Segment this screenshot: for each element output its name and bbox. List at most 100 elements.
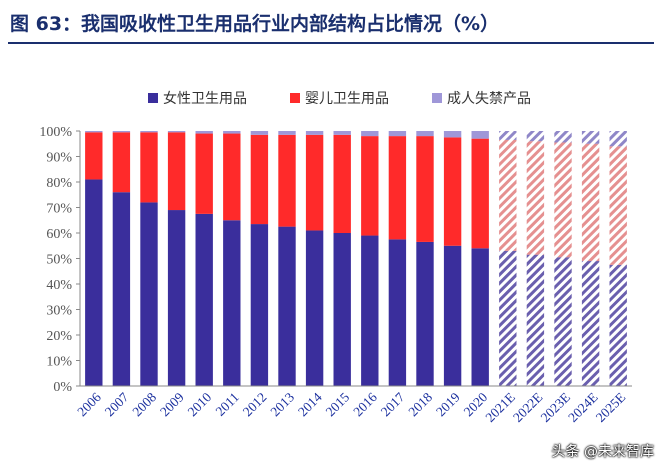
bar-baby-2024E (581, 143, 600, 262)
bar-feminine-2023E (554, 257, 572, 386)
y-tick-label: 40% (46, 278, 72, 293)
x-tick-label: 2017 (378, 389, 408, 419)
bar-baby-2014 (305, 134, 324, 231)
bar-baby-2018 (416, 136, 434, 242)
y-tick-label: 90% (46, 151, 72, 166)
bar-baby-2009 (167, 132, 186, 211)
bar-baby-2017 (388, 136, 407, 240)
x-tick-label: 2023E (538, 390, 574, 426)
bar-adult-2010 (195, 131, 213, 134)
bar-feminine-2022E (526, 254, 545, 386)
bar-feminine-2007 (112, 192, 131, 386)
bar-baby-2008 (140, 132, 158, 203)
x-tick-label: 2011 (213, 390, 242, 419)
legend-item-baby: 婴儿卫生用品 (290, 91, 389, 107)
y-tick-label: 20% (46, 329, 72, 344)
title-bar: 图 63：我国吸收性卫生用品行业内部结构占比情况（%） (0, 0, 662, 44)
bar-baby-2006 (85, 132, 103, 180)
y-tick-label: 0% (53, 380, 72, 395)
x-tick-label: 2018 (405, 389, 435, 419)
y-tick-label: 100% (39, 125, 72, 140)
y-axis: 0% 10% 20% 30% 40% 50% 60% 70% 80% 90% 100% (39, 125, 81, 395)
bar-baby-2007 (112, 132, 131, 193)
legend-label-adult: 成人失禁产品 (447, 91, 531, 107)
bar-baby-2025E (609, 146, 627, 265)
bar-feminine-2008 (140, 202, 158, 386)
bar-adult-2017 (388, 131, 407, 137)
bar-adult-2009 (167, 131, 186, 133)
bar-adult-2014 (305, 131, 324, 135)
x-tick-label: 2007 (102, 389, 132, 419)
y-tick-label: 30% (46, 304, 72, 319)
x-tick-label: 2025E (593, 390, 629, 426)
bars (85, 131, 627, 386)
bar-feminine-2014 (305, 230, 324, 386)
legend-item-feminine: 女性卫生用品 (148, 90, 247, 107)
legend-label-feminine: 女性卫生用品 (163, 90, 247, 107)
x-tick-label: 2006 (74, 389, 104, 419)
bar-baby-2021E (499, 139, 517, 251)
bar-baby-2010 (195, 133, 213, 214)
bar-adult-2019 (443, 131, 462, 138)
bar-feminine-2018 (416, 241, 434, 386)
bar-adult-2018 (416, 131, 434, 137)
bar-baby-2012 (250, 134, 269, 225)
bar-feminine-2010 (195, 213, 213, 386)
bar-feminine-2024E (581, 261, 600, 386)
legend-swatch-adult (432, 93, 442, 103)
bar-baby-2023E (554, 142, 572, 258)
x-tick-label: 2022E (510, 390, 546, 426)
x-tick-label: 2014 (295, 389, 325, 419)
bar-baby-2022E (526, 141, 545, 255)
x-axis: 2006200720082009201020112012201320142015… (74, 385, 632, 426)
y-tick-label: 60% (46, 227, 72, 242)
bar-adult-2024E (581, 131, 600, 144)
bar-feminine-2006 (85, 179, 103, 386)
bar-feminine-2017 (388, 239, 407, 386)
x-tick-label: 2016 (350, 389, 380, 419)
y-tick-label: 50% (46, 253, 72, 268)
bar-baby-2016 (361, 136, 379, 236)
y-tick-label: 10% (46, 355, 72, 370)
bar-adult-2013 (278, 131, 296, 135)
bar-feminine-2020 (471, 248, 489, 386)
bar-feminine-2021E (499, 250, 517, 386)
bar-adult-2007 (112, 131, 131, 133)
bar-feminine-2009 (167, 210, 186, 386)
legend-swatch-baby (290, 93, 300, 103)
x-tick-label: 2021E (482, 390, 518, 426)
bar-baby-2013 (278, 134, 296, 227)
bar-feminine-2025E (609, 264, 627, 386)
bar-adult-2008 (140, 131, 158, 133)
legend-item-adult: 成人失禁产品 (432, 91, 531, 107)
legend-label-baby: 婴儿卫生用品 (305, 91, 389, 107)
bar-feminine-2016 (361, 235, 379, 386)
bar-feminine-2015 (333, 233, 351, 386)
page-title: 图 63：我国吸收性卫生用品行业内部结构占比情况（%） (10, 13, 500, 35)
bar-adult-2025E (609, 131, 627, 147)
legend-swatch-feminine (148, 93, 158, 103)
bar-adult-2023E (554, 131, 572, 143)
bar-adult-2016 (361, 131, 379, 137)
x-tick-label: 2012 (240, 390, 270, 420)
legend: 女性卫生用品 婴儿卫生用品 成人失禁产品 (148, 90, 531, 107)
x-tick-label: 2013 (267, 389, 297, 419)
bar-adult-2015 (333, 131, 351, 135)
bar-feminine-2013 (278, 226, 296, 386)
bar-baby-2019 (443, 137, 462, 246)
x-tick-label: 2008 (129, 389, 159, 419)
bar-feminine-2019 (443, 245, 462, 386)
bar-feminine-2011 (223, 220, 241, 386)
y-tick-label: 80% (46, 176, 72, 191)
bar-adult-2012 (250, 131, 269, 135)
bar-baby-2011 (223, 133, 241, 221)
x-tick-label: 2009 (157, 389, 187, 419)
x-tick-label: 2010 (185, 389, 215, 419)
x-tick-label: 2015 (323, 389, 353, 419)
bar-baby-2020 (471, 138, 489, 249)
bar-adult-2006 (85, 131, 103, 133)
bar-baby-2015 (333, 134, 351, 233)
bar-feminine-2012 (250, 224, 269, 386)
bar-adult-2020 (471, 131, 489, 139)
